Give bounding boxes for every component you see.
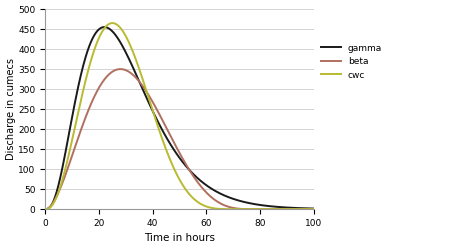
X-axis label: Time in hours: Time in hours	[144, 234, 215, 244]
gamma	[303, 207, 309, 210]
beta	[311, 208, 317, 211]
cwc	[303, 208, 309, 211]
cwc	[311, 208, 317, 211]
beta	[56, 190, 62, 193]
gamma	[311, 207, 317, 210]
gamma	[56, 182, 62, 185]
beta	[118, 67, 123, 70]
cwc	[56, 189, 62, 192]
cwc	[254, 208, 260, 211]
beta	[43, 208, 48, 211]
beta	[303, 208, 309, 211]
Y-axis label: Discharge in cumecs: Discharge in cumecs	[6, 58, 16, 160]
cwc	[43, 208, 48, 211]
gamma	[166, 140, 172, 143]
cwc	[166, 155, 172, 158]
Line: beta: beta	[46, 69, 314, 209]
Legend: gamma, beta, cwc: gamma, beta, cwc	[321, 44, 382, 80]
Line: gamma: gamma	[46, 27, 314, 209]
beta	[303, 208, 309, 211]
beta	[254, 208, 260, 211]
cwc	[303, 208, 309, 211]
gamma	[254, 203, 260, 206]
beta	[173, 145, 179, 148]
cwc	[109, 22, 115, 25]
gamma	[173, 151, 179, 154]
beta	[166, 131, 172, 134]
gamma	[303, 207, 309, 210]
gamma	[43, 208, 48, 211]
gamma	[101, 26, 107, 29]
cwc	[173, 171, 179, 174]
Line: cwc: cwc	[46, 23, 314, 209]
